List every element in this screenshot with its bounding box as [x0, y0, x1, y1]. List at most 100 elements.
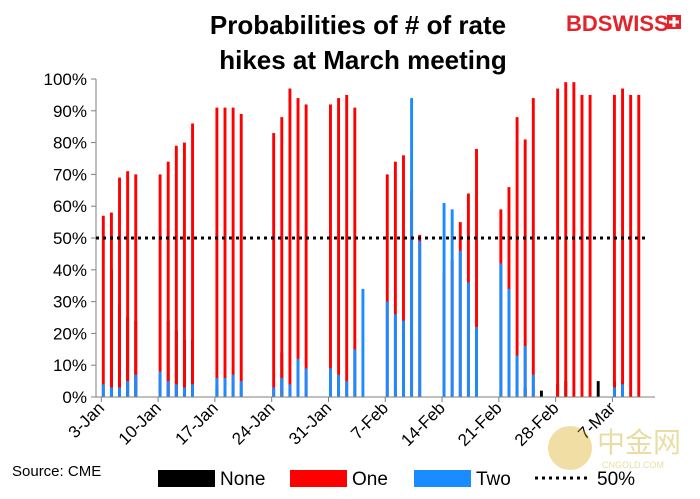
bar-two — [450, 209, 454, 397]
legend: None One Two 50% — [158, 469, 635, 490]
bar-two — [239, 381, 243, 397]
bar-one — [475, 148, 478, 397]
bar-two — [118, 387, 121, 397]
bar-one — [126, 171, 130, 397]
legend-label-threshold: 50% — [597, 469, 635, 490]
bar-one — [215, 107, 219, 398]
bar-one — [345, 94, 349, 398]
bar-one — [101, 215, 105, 397]
legend-swatch-none — [158, 470, 215, 487]
bar-two — [612, 387, 616, 397]
y-tick-label: 30% — [53, 293, 87, 312]
bar-two — [191, 384, 194, 397]
legend-swatch-one — [290, 470, 347, 487]
bar-two — [523, 346, 527, 397]
legend-label-one: One — [352, 469, 388, 490]
bar-one — [182, 142, 186, 397]
y-axis: 0% 10% 20% 30% 40% 50% 60% 70% 80% 90% 100% — [44, 70, 97, 407]
bar-one — [402, 155, 405, 397]
watermark: 中金网 CNGOLD.COM — [548, 426, 681, 470]
bar-two — [223, 377, 227, 397]
bar-two — [410, 98, 414, 397]
y-tick-label: 90% — [53, 102, 87, 121]
bar-one — [272, 133, 276, 397]
bar-one — [231, 107, 235, 398]
x-tick-label: 7-Feb — [347, 398, 392, 443]
bar-one — [612, 94, 616, 398]
bar-two — [166, 381, 170, 397]
bar-two — [182, 387, 186, 397]
bar-two — [402, 320, 405, 397]
bar-two — [353, 349, 357, 397]
bar-none — [596, 381, 600, 397]
source-note: Source: CME — [12, 463, 101, 480]
bar-one — [296, 98, 300, 397]
bar-one — [158, 174, 162, 397]
bar-two — [499, 263, 503, 397]
bar-two — [621, 384, 624, 397]
bar-one — [523, 139, 527, 398]
bar-one — [353, 107, 357, 398]
bar-one — [385, 174, 389, 397]
bar-two — [109, 387, 113, 397]
x-tick-label: 21-Feb — [454, 398, 506, 450]
brand-logo-text: BDSWISS — [566, 11, 669, 36]
bar-one — [621, 88, 624, 397]
bar-two — [531, 374, 535, 397]
bars — [101, 82, 641, 398]
bar-two — [174, 384, 178, 397]
bar-two — [466, 282, 470, 397]
bar-two — [296, 358, 300, 397]
bar-one — [166, 161, 170, 397]
x-tick-label: 31-Jan — [285, 398, 335, 448]
x-tick-label: 17-Jan — [172, 398, 222, 448]
brand-logo: BDSWISS — [566, 11, 681, 36]
y-tick-label: 40% — [53, 261, 87, 280]
bar-one — [556, 88, 560, 397]
bar-one — [191, 123, 194, 398]
y-tick-label: 80% — [53, 134, 87, 153]
bar-one — [134, 174, 138, 397]
bar-two — [215, 377, 219, 397]
bar-one — [564, 82, 568, 398]
y-tick-label: 100% — [44, 70, 87, 89]
bar-one — [109, 212, 113, 397]
y-tick-label: 10% — [53, 356, 87, 375]
bar-one — [531, 98, 535, 397]
bar-two — [361, 288, 365, 397]
chart-title-line-1: Probabilities of # of rate — [210, 10, 506, 40]
bar-one — [174, 145, 178, 397]
bar-one — [580, 94, 584, 398]
bar-two — [507, 288, 511, 397]
bar-two — [272, 387, 276, 397]
watermark-text: 中金网 — [597, 426, 681, 459]
watermark-coin-icon — [548, 426, 592, 470]
bar-two — [345, 381, 349, 397]
bar-two — [280, 377, 284, 397]
bar-two — [393, 314, 397, 397]
bar-two — [158, 371, 162, 397]
bar-one — [572, 82, 576, 398]
watermark-subtext: CNGOLD.COM — [602, 460, 664, 470]
bar-two — [418, 241, 422, 397]
x-tick-label: 24-Jan — [228, 398, 278, 448]
bar-none — [539, 390, 543, 397]
bar-one — [280, 117, 284, 397]
bar-two — [337, 374, 341, 397]
bar-one — [515, 117, 519, 397]
bar-one — [239, 113, 243, 397]
bar-two — [475, 327, 478, 397]
bar-two — [515, 355, 519, 397]
chart-title-line-2: hikes at March meeting — [219, 45, 507, 75]
bar-one — [223, 107, 227, 398]
x-tick-label: 10-Jan — [115, 398, 165, 448]
bar-two — [126, 381, 130, 397]
bar-two — [288, 384, 292, 397]
bar-two — [329, 368, 332, 397]
bar-two — [385, 301, 389, 397]
chart-title: Probabilities of # of rate hikes at Marc… — [210, 10, 507, 75]
y-tick-label: 60% — [53, 197, 87, 216]
bar-two — [458, 250, 462, 397]
bar-one — [329, 104, 332, 397]
